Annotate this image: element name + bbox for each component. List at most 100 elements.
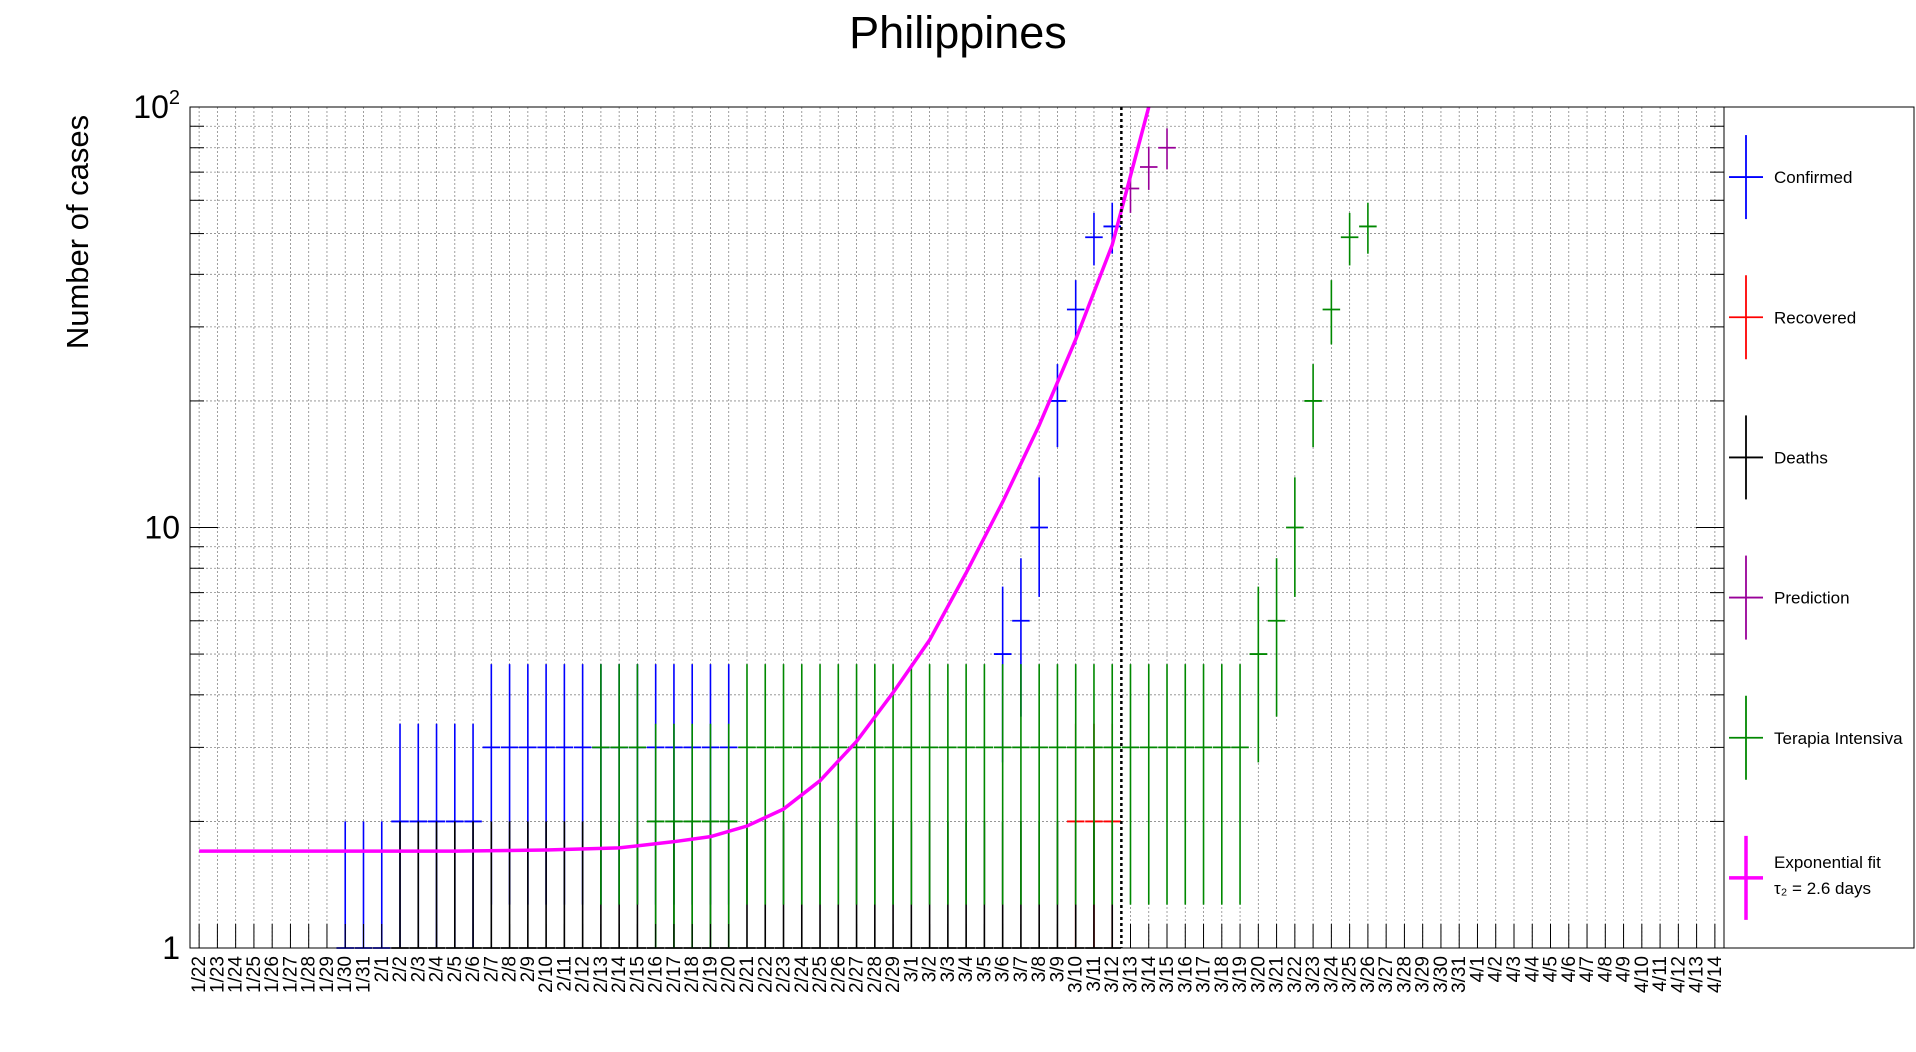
point-terapia-intensiva [1048, 664, 1067, 905]
legend-entry-terapia-intensiva: Terapia Intensiva [1729, 695, 1903, 780]
point-terapia-intensiva [1304, 364, 1322, 448]
point-terapia-intensiva [738, 664, 756, 905]
x-tick-label: 3/19 [1230, 956, 1251, 993]
point-terapia-intensiva [957, 664, 975, 905]
x-tick-label: 2/18 [682, 956, 703, 993]
point-terapia-intensiva [884, 664, 902, 905]
x-tick-label: 3/30 [1431, 956, 1452, 993]
x-tick-label: 4/14 [1705, 956, 1726, 993]
point-terapia-intensiva [1085, 664, 1103, 905]
chart-title: Philippines [849, 7, 1067, 58]
x-tick-label: 3/13 [1120, 956, 1141, 993]
x-tick-label: 1/24 [226, 956, 247, 993]
x-tick-label: 4/9 [1614, 956, 1635, 982]
x-tick-label: 2/3 [408, 956, 429, 982]
x-tick-label: 2/2 [390, 956, 411, 982]
x-tick-label: 3/1 [901, 956, 922, 982]
point-prediction [1158, 128, 1176, 170]
point-terapia-intensiva [1012, 664, 1030, 905]
x-tick-label: 2/23 [774, 956, 795, 993]
x-tick-label: 2/11 [554, 956, 575, 992]
point-terapia-intensiva [610, 664, 628, 905]
legend-entry-prediction: Prediction [1729, 555, 1850, 640]
point-terapia-intensiva [1030, 664, 1048, 905]
x-tick-label: 3/24 [1321, 956, 1342, 993]
point-terapia-intensiva [1103, 664, 1121, 905]
x-tick-label: 2/6 [463, 956, 484, 982]
x-tick-label: 2/25 [810, 956, 831, 993]
x-tick-label: 3/21 [1267, 956, 1288, 993]
x-tick-label: 3/23 [1303, 956, 1324, 993]
x-tick-label: 2/19 [700, 956, 721, 993]
x-tick-label: 4/10 [1632, 956, 1653, 993]
x-tick-label: 3/10 [1066, 956, 1087, 993]
x-tick-label: 4/6 [1559, 956, 1580, 982]
legend-label: Terapia Intensiva [1774, 729, 1903, 748]
point-terapia-intensiva [847, 664, 866, 905]
x-tick-label: 3/11 [1084, 956, 1105, 992]
point-terapia-intensiva [719, 723, 738, 948]
point-prediction [1139, 146, 1158, 190]
x-tick-label: 3/3 [938, 956, 959, 982]
x-tick-label: 1/23 [207, 956, 228, 993]
x-tick-label: 3/27 [1376, 956, 1397, 993]
point-confirmed [1048, 364, 1067, 448]
legend-entry-recovered: Recovered [1729, 275, 1856, 360]
point-terapia-intensiva [1267, 558, 1286, 717]
legend-label: Confirmed [1774, 168, 1852, 187]
x-tick-label: 2/13 [591, 956, 612, 993]
x-tick-label: 3/28 [1394, 956, 1415, 993]
point-terapia-intensiva [1340, 212, 1359, 266]
x-tick-label: 2/14 [609, 956, 630, 993]
x-tick-label: 4/8 [1595, 956, 1616, 982]
point-terapia-intensiva [829, 664, 848, 905]
x-tick-label: 2/1 [372, 956, 393, 982]
x-tick-label: 2/17 [664, 956, 685, 993]
axes: 1/221/231/241/251/261/271/281/291/301/31… [133, 87, 1915, 993]
y-axis-label: Number of cases [60, 115, 95, 349]
x-tick-label: 1/28 [299, 956, 320, 993]
x-tick-label: 3/2 [920, 956, 941, 982]
point-terapia-intensiva [993, 664, 1012, 905]
point-terapia-intensiva [939, 664, 957, 905]
legend-entry-confirmed: Confirmed [1729, 135, 1852, 220]
y-tick-label: 10 [144, 510, 180, 546]
x-tick-label: 4/3 [1504, 956, 1525, 982]
x-tick-label: 2/10 [536, 956, 557, 993]
x-tick-label: 1/30 [335, 956, 356, 993]
x-tick-label: 3/29 [1413, 956, 1434, 993]
x-tick-label: 1/26 [262, 956, 283, 993]
x-tick-label: 4/13 [1687, 956, 1708, 993]
legend-label: Prediction [1774, 589, 1850, 608]
x-tick-label: 2/12 [573, 956, 594, 993]
point-terapia-intensiva [793, 664, 811, 905]
point-terapia-intensiva [920, 664, 939, 905]
exponential-fit-line [199, 106, 1151, 853]
point-confirmed [1085, 212, 1103, 266]
point-terapia-intensiva [1286, 477, 1304, 597]
x-tick-label: 4/5 [1541, 956, 1562, 982]
x-tick-label: 2/5 [445, 956, 466, 982]
x-tick-label: 3/14 [1139, 956, 1160, 993]
x-tick-label: 1/31 [353, 956, 374, 993]
y-tick-label: 102 [133, 87, 180, 125]
x-tick-label: 3/26 [1358, 956, 1379, 993]
x-tick-label: 3/17 [1194, 956, 1215, 993]
point-terapia-intensiva [1139, 664, 1158, 905]
x-tick-label: 4/4 [1522, 956, 1543, 983]
x-tick-label: 3/7 [1011, 956, 1032, 982]
x-tick-label: 4/7 [1577, 956, 1598, 982]
x-tick-label: 2/22 [755, 956, 776, 993]
point-terapia-intensiva [975, 664, 994, 905]
x-tick-label: 2/24 [792, 956, 813, 993]
x-tick-label: 3/31 [1449, 956, 1470, 993]
point-terapia-intensiva [902, 664, 921, 905]
point-terapia-intensiva [866, 664, 884, 905]
x-tick-label: 2/7 [481, 956, 502, 982]
x-tick-label: 1/22 [189, 956, 210, 993]
point-terapia-intensiva [628, 664, 647, 905]
point-terapia-intensiva [1066, 664, 1085, 905]
x-tick-label: 2/21 [737, 956, 758, 993]
x-tick-label: 4/12 [1668, 956, 1689, 993]
